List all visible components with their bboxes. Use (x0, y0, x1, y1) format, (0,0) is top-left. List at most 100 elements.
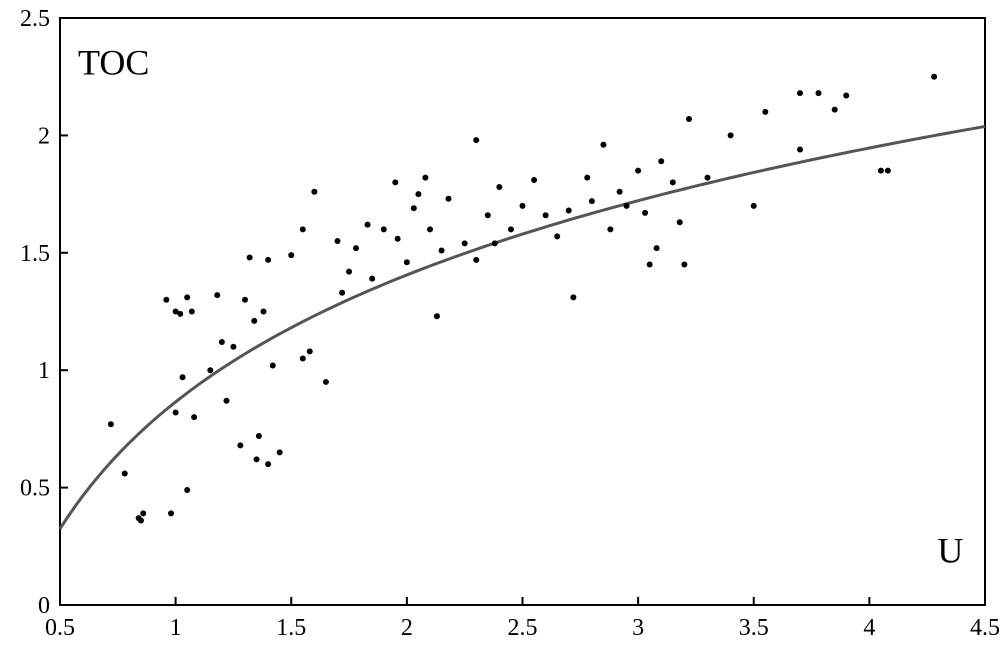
scatter-point (485, 212, 491, 218)
x-tick-label: 2.5 (508, 615, 538, 641)
scatter-point (658, 158, 664, 164)
scatter-point (566, 208, 572, 214)
scatter-point (184, 487, 190, 493)
scatter-point (237, 442, 243, 448)
scatter-point (369, 276, 375, 282)
scatter-point (462, 240, 468, 246)
scatter-point (931, 74, 937, 80)
scatter-point (705, 175, 711, 181)
scatter-point (214, 292, 220, 298)
scatter-point (323, 379, 329, 385)
scatter-point (446, 196, 452, 202)
scatter-point (878, 168, 884, 174)
y-tick-label: 1 (38, 358, 50, 384)
scatter-point (191, 414, 197, 420)
x-axis-title: U (937, 531, 963, 571)
scatter-point (365, 222, 371, 228)
scatter-point (728, 132, 734, 138)
scatter-point (180, 374, 186, 380)
scatter-point (254, 456, 260, 462)
scatter-point (163, 297, 169, 303)
scatter-point (434, 313, 440, 319)
scatter-point (242, 297, 248, 303)
scatter-point (492, 240, 498, 246)
scatter-point (395, 236, 401, 242)
plot-border (60, 18, 985, 605)
scatter-point (404, 259, 410, 265)
scatter-point (415, 191, 421, 197)
x-tick-label: 4 (863, 615, 875, 641)
scatter-point (600, 142, 606, 148)
scatter-point (122, 471, 128, 477)
scatter-point (381, 226, 387, 232)
scatter-point (270, 363, 276, 369)
scatter-point (256, 433, 262, 439)
scatter-point (184, 294, 190, 300)
scatter-point (307, 348, 313, 354)
scatter-point (311, 189, 317, 195)
fit-curve (60, 126, 985, 528)
scatter-point (751, 203, 757, 209)
scatter-point (335, 238, 341, 244)
scatter-point (189, 309, 195, 315)
scatter-point (277, 449, 283, 455)
scatter-point (584, 175, 590, 181)
y-tick-label: 2.5 (20, 6, 50, 32)
scatter-point (339, 290, 345, 296)
scatter-point (520, 203, 526, 209)
scatter-point (261, 309, 267, 315)
scatter-point (392, 179, 398, 185)
scatter-point (439, 247, 445, 253)
x-tick-label: 3.5 (739, 615, 769, 641)
scatter-point (647, 262, 653, 268)
scatter-point (681, 262, 687, 268)
scatter-point (353, 245, 359, 251)
scatter-point (207, 367, 213, 373)
scatter-point (797, 146, 803, 152)
x-tick-label: 1.5 (276, 615, 306, 641)
y-tick-label: 1.5 (20, 241, 50, 267)
scatter-point (168, 510, 174, 516)
scatter-point (677, 219, 683, 225)
scatter-point (300, 355, 306, 361)
scatter-point (473, 137, 479, 143)
scatter-point (473, 257, 479, 263)
scatter-point (411, 205, 417, 211)
scatter-point (816, 90, 822, 96)
scatter-point (832, 107, 838, 113)
scatter-point (670, 179, 676, 185)
scatter-point (607, 226, 613, 232)
scatter-point (140, 510, 146, 516)
scatter-point (177, 311, 183, 317)
scatter-point (762, 109, 768, 115)
x-tick-label: 2 (401, 615, 413, 641)
x-tick-label: 3 (632, 615, 644, 641)
scatter-point (797, 90, 803, 96)
y-axis-title: TOC (78, 42, 149, 82)
scatter-point (300, 226, 306, 232)
scatter-point (265, 257, 271, 263)
scatter-point (654, 245, 660, 251)
y-tick-label: 2 (38, 123, 50, 149)
x-tick-label: 1 (170, 615, 182, 641)
scatter-point (173, 409, 179, 415)
scatter-chart-svg: 0.511.522.533.544.500.511.522.5TOCU (0, 0, 1000, 667)
scatter-point (496, 184, 502, 190)
scatter-point (427, 226, 433, 232)
scatter-point (570, 294, 576, 300)
scatter-point (617, 189, 623, 195)
scatter-point (138, 517, 144, 523)
scatter-point (624, 203, 630, 209)
scatter-point (843, 92, 849, 98)
scatter-chart: 0.511.522.533.544.500.511.522.5TOCU (0, 0, 1000, 667)
scatter-point (635, 168, 641, 174)
scatter-point (589, 198, 595, 204)
scatter-point (288, 252, 294, 258)
scatter-point (554, 233, 560, 239)
scatter-point (224, 398, 230, 404)
scatter-point (422, 175, 428, 181)
scatter-point (642, 210, 648, 216)
scatter-point (531, 177, 537, 183)
x-tick-label: 4.5 (970, 615, 1000, 641)
scatter-point (885, 168, 891, 174)
